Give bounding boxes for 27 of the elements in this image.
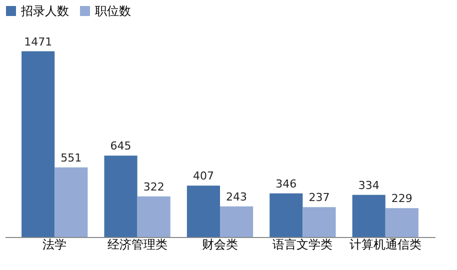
x-tick-label: 财会类 <box>202 238 238 252</box>
bar <box>220 206 254 237</box>
data-label: 346 <box>276 177 297 190</box>
bar <box>385 208 418 237</box>
bar <box>54 167 88 237</box>
bar <box>186 186 220 237</box>
data-label: 407 <box>192 170 214 183</box>
data-label: 334 <box>358 178 380 192</box>
data-label: 237 <box>308 191 330 204</box>
data-label: 243 <box>226 190 248 204</box>
x-tick-label: 法学 <box>42 238 67 252</box>
legend-label: 招录人数 <box>20 4 69 18</box>
bar <box>104 156 138 237</box>
bar <box>352 194 386 237</box>
bar <box>137 196 170 237</box>
legend-label: 职位数 <box>95 4 131 18</box>
data-label: 229 <box>391 192 412 206</box>
data-label: 322 <box>143 180 164 194</box>
bar <box>22 51 55 237</box>
x-tick-label: 经济管理类 <box>107 238 168 252</box>
bar <box>270 193 303 237</box>
bar <box>302 207 336 237</box>
x-tick-label: 语言文学类 <box>272 238 333 252</box>
data-label: 1471 <box>24 35 52 48</box>
data-label: 645 <box>110 140 132 153</box>
x-tick-label: 计算机通信类 <box>349 238 422 252</box>
data-label: 551 <box>60 151 82 164</box>
